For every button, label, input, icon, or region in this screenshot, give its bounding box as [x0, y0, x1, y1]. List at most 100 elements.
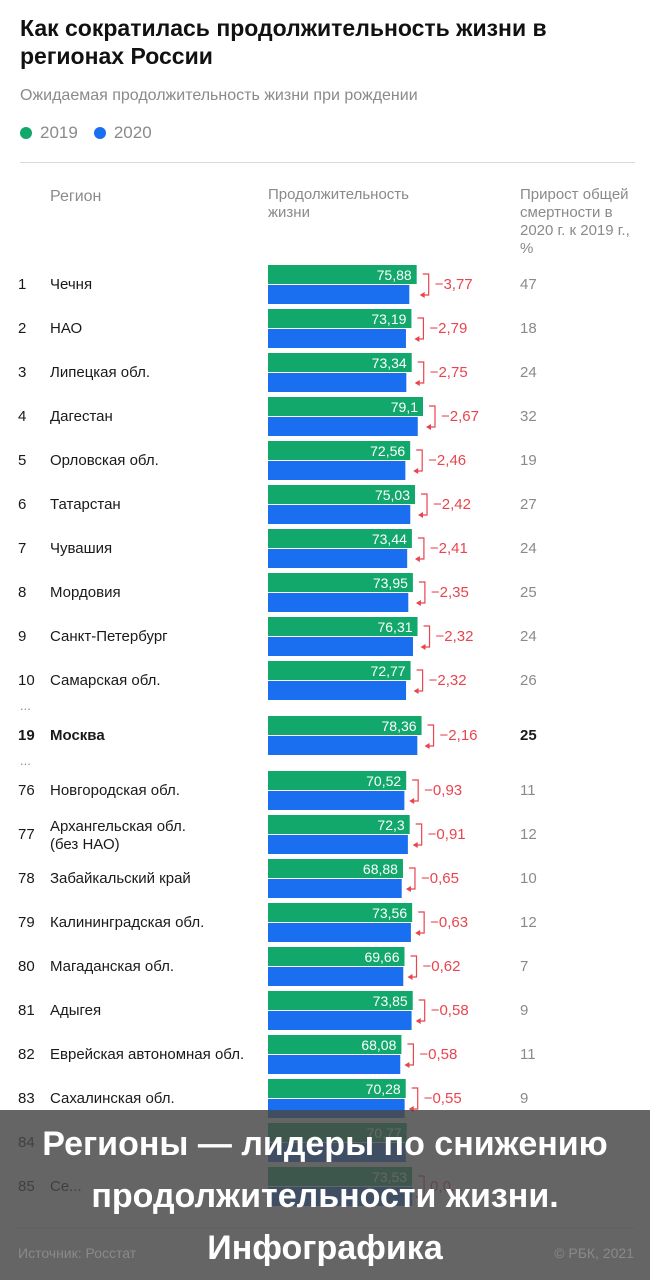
delta-bracket: [422, 273, 430, 296]
bar-2019: [268, 529, 412, 548]
row-region-name: (без НАО): [50, 836, 120, 853]
bar-2020: [268, 417, 418, 436]
mortality-growth-value: 47: [520, 276, 537, 293]
row-rank: 83: [18, 1090, 35, 1107]
delta-value: −0,93: [424, 782, 462, 799]
delta-arrow: [415, 600, 421, 606]
bar-value-label: 75,88: [377, 267, 412, 283]
mortality-growth-value: 24: [520, 540, 537, 557]
delta-value: −0,55: [424, 1090, 462, 1107]
caption-overlay: [0, 1110, 650, 1280]
mortality-growth-value: 7: [520, 958, 528, 975]
bar-2019: [268, 991, 413, 1010]
delta-arrow: [414, 336, 420, 342]
mortality-growth-value: 11: [520, 782, 536, 799]
legend-item-2019: 2019: [20, 123, 78, 143]
row-region-name: Забайкальский край: [50, 870, 191, 887]
bar-2019: [268, 859, 403, 878]
mortality-growth-value: 32: [520, 408, 537, 425]
row-rank: 19: [18, 727, 35, 744]
delta-bracket: [417, 537, 425, 560]
delta-arrow: [418, 512, 424, 518]
delta-bracket: [427, 724, 435, 747]
row-rank: 7: [18, 540, 26, 557]
row-rank: 1: [18, 276, 26, 293]
delta-arrow: [415, 930, 421, 936]
mortality-growth-value: 12: [520, 826, 537, 843]
bar-2019: [268, 903, 413, 922]
bar-2020: [268, 505, 411, 524]
bar-2020: [268, 879, 402, 898]
delta-bracket: [429, 405, 436, 428]
delta-bracket: [417, 361, 425, 384]
delta-bracket: [418, 911, 425, 934]
delta-value: −2,35: [431, 584, 469, 601]
row-region-name: Дагестан: [50, 408, 113, 425]
mortality-growth-value: 9: [520, 1090, 528, 1107]
column-header-life-expectancy: Продолжительность жизни: [268, 186, 409, 221]
legend-dot-2019: [20, 127, 32, 139]
row-region-name: НАО: [50, 320, 82, 337]
delta-arrow: [404, 1062, 410, 1068]
bar-2020: [268, 1055, 401, 1074]
bar-2019: [268, 771, 407, 790]
delta-value: −2,75: [430, 364, 468, 381]
mortality-growth-value: 25: [520, 584, 537, 601]
bar-2020: [268, 1011, 412, 1030]
delta-value: −2,32: [436, 628, 474, 645]
row-rank: 77: [18, 826, 35, 843]
mortality-growth-value: 25: [520, 727, 537, 744]
delta-arrow: [426, 424, 431, 430]
row-rank: 2: [18, 320, 26, 337]
row-rank: 6: [18, 496, 26, 513]
mortality-growth-value: 24: [520, 628, 537, 645]
bar-value-label: 75,03: [375, 487, 410, 503]
delta-value: −0,62: [423, 958, 461, 975]
mortality-growth-value: 12: [520, 914, 537, 931]
bar-2019: [268, 947, 405, 966]
bar-2020: [268, 285, 410, 304]
bar-2020: [268, 549, 408, 568]
ellipsis-marker: ...: [20, 753, 31, 768]
bar-2020: [268, 329, 406, 348]
header-divider: [20, 162, 635, 163]
chart-subtitle: Ожидаемая продолжительность жизни при ро…: [20, 87, 418, 104]
row-region-name: Татарстан: [50, 496, 121, 513]
legend-label-2020: 2020: [113, 123, 152, 142]
delta-value: −0,63: [430, 914, 468, 931]
bar-value-label: 70,28: [366, 1081, 401, 1097]
caption-text: Регионы — лидеры по снижению продолжител…: [42, 1125, 608, 1267]
bar-2020: [268, 681, 407, 700]
bar-value-label: 79,1: [391, 399, 418, 415]
bar-2020: [268, 967, 404, 986]
bar-2019: [268, 1079, 406, 1098]
column-header-mortality-growth: Прирост общей смертности в 2020 г. к 201…: [520, 186, 630, 257]
delta-bracket: [408, 867, 416, 890]
bar-2020: [268, 736, 418, 755]
bar-2020: [268, 923, 411, 942]
legend-item-2020: 2020: [93, 123, 152, 143]
delta-arrow: [424, 743, 430, 749]
footer-source: Источник: Росстат: [18, 1245, 137, 1261]
delta-bracket: [418, 999, 426, 1022]
mortality-growth-value: 9: [520, 1002, 528, 1019]
bar-2020: [268, 461, 406, 480]
bar-2020: [268, 593, 409, 612]
footer-copyright: © РБК, 2021: [554, 1245, 634, 1261]
delta-value: −2,41: [430, 540, 468, 557]
delta-bracket: [411, 1087, 419, 1110]
bar-value-label: 73,34: [372, 355, 407, 371]
column-header-region: Регион: [50, 188, 102, 205]
bar-2020: [268, 835, 408, 854]
row-rank: 9: [18, 628, 26, 645]
mortality-growth-value: 10: [520, 870, 537, 887]
bar-value-label: 73,85: [373, 993, 408, 1009]
mortality-growth-value: 11: [520, 1046, 536, 1063]
delta-bracket: [416, 449, 423, 472]
delta-value: −3,77: [435, 276, 473, 293]
row-region-name: Орловская обл.: [50, 452, 159, 469]
delta-value: −2,42: [433, 496, 471, 513]
delta-arrow: [405, 886, 411, 892]
row-region-name: Магаданская обл.: [50, 958, 174, 975]
